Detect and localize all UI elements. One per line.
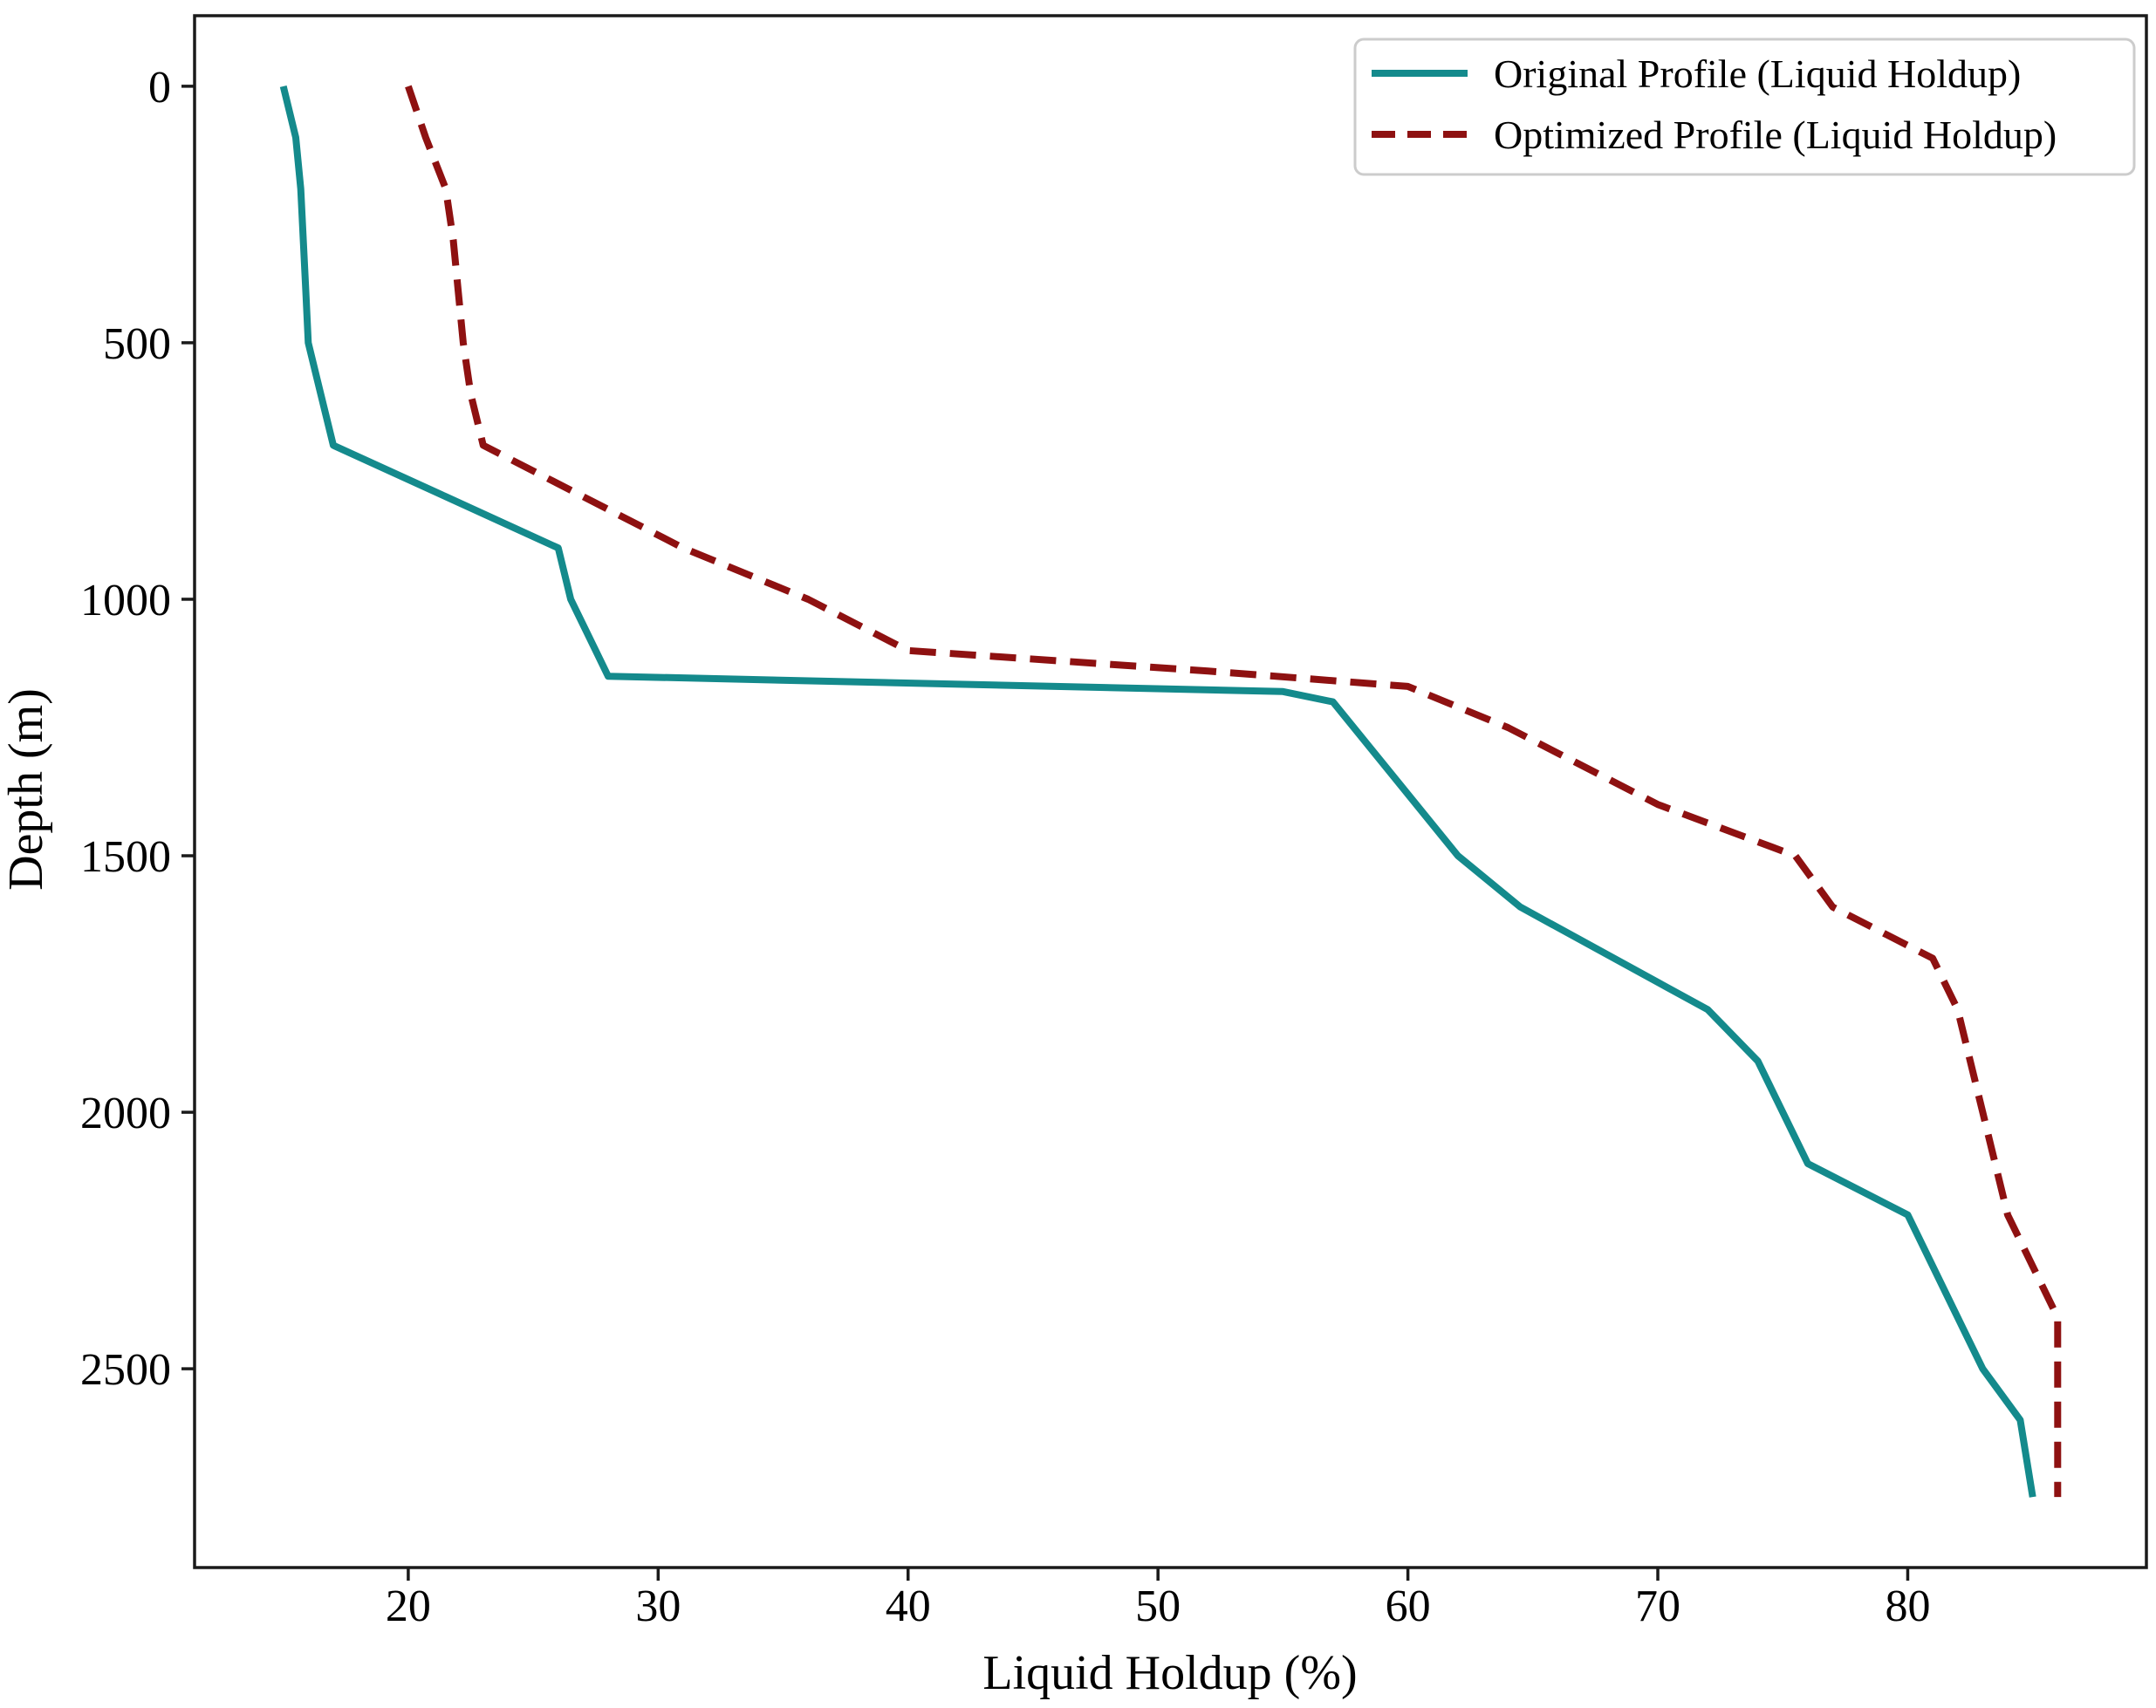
legend-box bbox=[1353, 38, 2136, 176]
x-tick-label: 70 bbox=[1635, 1582, 1680, 1631]
y-tick-label: 500 bbox=[103, 319, 171, 369]
y-tick-label: 1000 bbox=[80, 576, 171, 625]
x-tick-label: 40 bbox=[886, 1582, 931, 1631]
series-lines bbox=[279, 85, 2062, 1498]
plot-border bbox=[193, 14, 2148, 1569]
legend: Original Profile (Liquid Holdup) Optimiz… bbox=[1353, 38, 2136, 176]
x-tick-label: 60 bbox=[1386, 1582, 1431, 1631]
y-tick-label: 2000 bbox=[80, 1089, 171, 1138]
y-axis-title: Depth (m) bbox=[0, 688, 53, 891]
original-profile-line bbox=[279, 85, 2036, 1498]
y-tick-label: 2500 bbox=[80, 1345, 171, 1395]
x-axis-title: Liquid Holdup (%) bbox=[982, 1646, 1357, 1700]
x-axis-ticks: 20 30 40 50 60 70 80 bbox=[386, 1568, 1930, 1631]
x-tick-label: 20 bbox=[386, 1582, 431, 1631]
legend-label-original: Original Profile (Liquid Holdup) bbox=[1494, 51, 2021, 96]
y-tick-label: 1500 bbox=[80, 832, 171, 882]
y-axis-ticks: 0 500 1000 1500 2000 2500 bbox=[80, 63, 195, 1395]
x-tick-label: 50 bbox=[1135, 1582, 1181, 1631]
x-tick-label: 30 bbox=[635, 1582, 681, 1631]
x-tick-label: 80 bbox=[1885, 1582, 1930, 1631]
legend-label-optimized: Optimized Profile (Liquid Holdup) bbox=[1494, 113, 2057, 157]
optimized-profile-line bbox=[405, 85, 2062, 1498]
y-tick-label: 0 bbox=[148, 63, 171, 113]
